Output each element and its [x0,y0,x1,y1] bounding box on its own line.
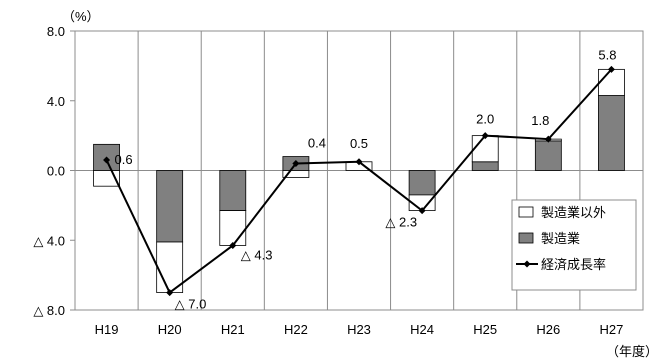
growth-point-marker [418,207,426,215]
bar-manufacturing [156,170,184,243]
legend-label: 経済成長率 [541,257,606,272]
x-axis-unit: （年度） [606,344,658,359]
data-label: 0.4 [308,136,326,151]
bar-non-manufacturing [219,210,247,246]
y-tick-label: 0.0 [47,164,65,179]
bar-manufacturing [408,170,436,196]
growth-point-marker [544,135,552,143]
growth-point-marker [355,158,363,166]
growth-point-marker [607,65,615,73]
legend-label: 製造業以外 [541,205,606,220]
x-tick-label: H20 [158,322,182,337]
growth-point-marker [103,156,111,164]
x-tick-label: H23 [347,322,371,337]
growth-point-marker [166,289,174,297]
growth-point-marker [481,132,489,140]
growth-point-marker [292,160,300,168]
x-tick-label: H21 [221,322,245,337]
data-label: △ 2.3 [385,215,417,230]
growth-point-marker [229,241,237,249]
bar-manufacturing [598,95,625,171]
y-axis: 8.0 4.0 0.0 △ 4.0 △ 8.0 （%） [33,9,99,318]
data-label: 0.6 [115,152,133,167]
y-tick-label: △ 4.0 [33,233,65,248]
x-tick-label: H27 [600,322,624,337]
legend-swatch [518,206,534,218]
bar-non-manufacturing [282,170,310,178]
bar-manufacturing [471,161,499,171]
data-label: △ 4.3 [241,247,273,262]
bar-non-manufacturing [471,135,499,163]
data-label: 2.0 [476,112,494,127]
data-label: 0.5 [350,136,368,151]
x-tick-label: H24 [410,322,434,337]
x-axis: H19 H20 H21 H22 H23 H24 H25 H26 H27 （年度） [95,322,658,359]
growth-line [103,65,615,297]
legend-label: 製造業 [541,231,580,246]
data-label: △ 7.0 [175,297,207,312]
x-tick-label: H26 [536,322,560,337]
data-label: 5.8 [598,47,616,62]
y-tick-label: △ 8.0 [33,303,65,318]
y-tick-label: 4.0 [47,94,65,109]
bar-non-manufacturing [598,68,625,96]
x-tick-label: H22 [284,322,308,337]
bar-manufacturing [534,140,562,171]
y-axis-unit: （%） [62,9,100,24]
x-tick-label: H19 [95,322,119,337]
data-labels: 0.6 △ 7.0 △ 4.3 0.4 0.5 △ 2.3 2.0 1.8 5.8 [115,47,617,311]
data-label: 1.8 [531,113,549,128]
legend-marker [523,260,531,268]
legend-swatch [518,232,534,244]
y-tick-label: 8.0 [47,24,65,39]
bar-manufacturing [219,170,247,212]
x-tick-label: H25 [473,322,497,337]
bars [93,68,625,293]
